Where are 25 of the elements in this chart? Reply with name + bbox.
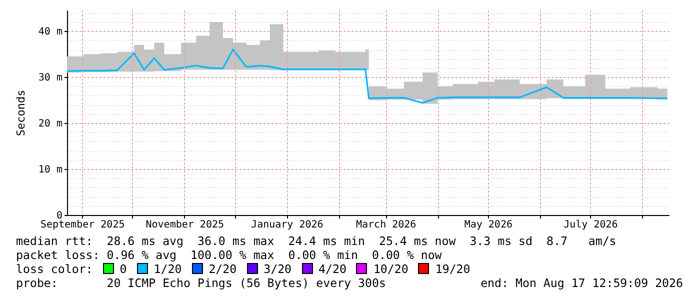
text: probe: 20 ICMP Echo Pings (56 Bytes) every 300s xyxy=(16,276,386,290)
x-tick-label: January 2026 xyxy=(251,220,324,230)
y-tick-label: 30 m xyxy=(38,72,62,84)
text: packet loss: 0.96 % avg 100.00 % max 0.00 % min 0.00 % now xyxy=(16,248,442,262)
x-tick-label: March 2026 xyxy=(356,220,416,230)
text: median rtt: 28.6 ms avg 36.0 ms max 24.4 ms min 25.4 ms now 3.3 ms sd 8.7 am/s xyxy=(16,234,616,248)
legend-label: 1/20 xyxy=(154,262,182,276)
text: end: Mon Aug 17 12:59:09 2026 xyxy=(480,276,683,290)
legend-label: 3/20 xyxy=(264,262,292,276)
y-tick-label: 0 xyxy=(56,210,62,222)
legend-label: 0 xyxy=(120,262,127,276)
legend-label: 10/20 xyxy=(373,262,408,276)
legend-label: 2/20 xyxy=(208,262,237,276)
y-tick-label: 20 m xyxy=(38,118,62,130)
legend-label: 4/20 xyxy=(318,262,346,276)
legend-label: 19/20 xyxy=(435,262,470,276)
legend-title: loss color: xyxy=(16,262,93,276)
x-tick-label: May 2026 xyxy=(464,220,512,230)
y-tick-label: 40 m xyxy=(38,26,62,38)
y-axis-title: Seconds xyxy=(14,90,28,136)
x-tick-label: November 2025 xyxy=(146,220,224,230)
line-series xyxy=(66,48,668,104)
x-tick-label: July 2026 xyxy=(564,220,618,230)
x-tick-label: September 2025 xyxy=(40,220,125,230)
y-tick-label: 10 m xyxy=(38,164,62,176)
